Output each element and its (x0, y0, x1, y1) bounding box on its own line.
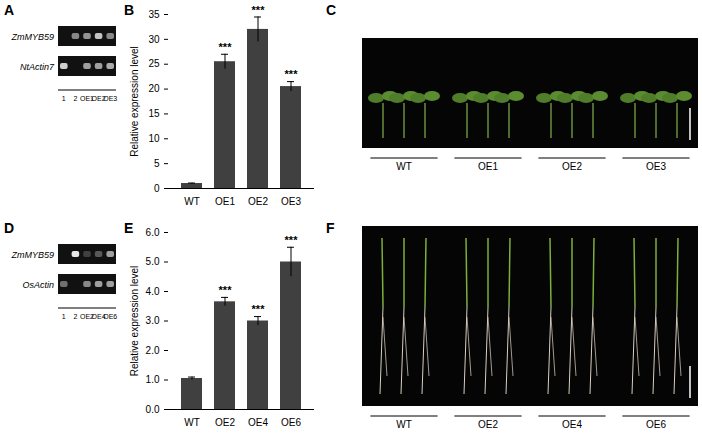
svg-text:OE6: OE6 (646, 419, 666, 430)
svg-text:OE6: OE6 (103, 313, 117, 320)
svg-text:2.0: 2.0 (146, 345, 160, 356)
svg-text:0.0: 0.0 (146, 404, 160, 415)
html-text:B: B (124, 2, 135, 18)
svg-text:4.0: 4.0 (146, 286, 160, 297)
svg-text:OE3: OE3 (103, 95, 117, 102)
svg-text:WT: WT (184, 196, 200, 207)
svg-text:OE3: OE3 (646, 161, 666, 172)
svg-text:6.0: 6.0 (146, 227, 160, 238)
svg-text:25: 25 (148, 58, 160, 69)
svg-text:OE2: OE2 (80, 313, 94, 320)
html-text:D: D (4, 220, 15, 236)
svg-text:OE2: OE2 (248, 196, 268, 207)
svg-text:30: 30 (148, 34, 160, 45)
svg-text:***: *** (285, 234, 299, 246)
svg-text:35: 35 (148, 9, 160, 20)
svg-text:OE2: OE2 (215, 417, 235, 428)
svg-text:OE2: OE2 (562, 161, 582, 172)
html-text:E: E (124, 220, 134, 236)
svg-text:OE2: OE2 (91, 95, 106, 102)
svg-text:Relative expression level: Relative expression level (129, 46, 140, 157)
svg-text:ZmMYB59: ZmMYB59 (10, 32, 54, 42)
svg-text:10: 10 (148, 133, 160, 144)
svg-text:OE1: OE1 (215, 196, 235, 207)
svg-text:WT: WT (184, 417, 200, 428)
svg-text:OE4: OE4 (562, 419, 582, 430)
html-text:A: A (4, 2, 15, 18)
svg-text:WT: WT (396, 161, 412, 172)
svg-text:20: 20 (148, 83, 160, 94)
svg-text:***: *** (219, 284, 233, 296)
html-text:F: F (326, 220, 335, 236)
svg-text:OE4: OE4 (91, 313, 106, 320)
svg-text:OE2: OE2 (478, 419, 498, 430)
svg-text:OsActin: OsActin (22, 280, 54, 290)
svg-text:5.0: 5.0 (146, 256, 160, 267)
svg-text:OE1: OE1 (478, 161, 498, 172)
svg-text:1: 1 (62, 95, 66, 102)
svg-text:1.0: 1.0 (146, 374, 160, 385)
svg-text:15: 15 (148, 108, 160, 119)
svg-text:2: 2 (73, 313, 77, 320)
svg-text:***: *** (285, 68, 299, 80)
svg-text:***: *** (219, 41, 233, 53)
html-text:C: C (326, 2, 337, 18)
svg-text:OE6: OE6 (281, 417, 301, 428)
svg-text:5: 5 (154, 158, 160, 169)
svg-text:0: 0 (154, 183, 160, 194)
svg-text:***: *** (252, 303, 266, 315)
svg-text:Relative expression level: Relative expression level (129, 266, 140, 377)
svg-text:OE4: OE4 (248, 417, 268, 428)
svg-text:OE1: OE1 (80, 95, 94, 102)
svg-text:2: 2 (73, 95, 77, 102)
svg-text:***: *** (252, 4, 266, 16)
svg-text:OE3: OE3 (281, 196, 301, 207)
svg-text:1: 1 (62, 313, 66, 320)
svg-text:ZmMYB59: ZmMYB59 (10, 250, 54, 260)
svg-text:NtActin7: NtActin7 (20, 62, 55, 72)
svg-text:3.0: 3.0 (146, 315, 160, 326)
svg-text:WT: WT (396, 419, 412, 430)
